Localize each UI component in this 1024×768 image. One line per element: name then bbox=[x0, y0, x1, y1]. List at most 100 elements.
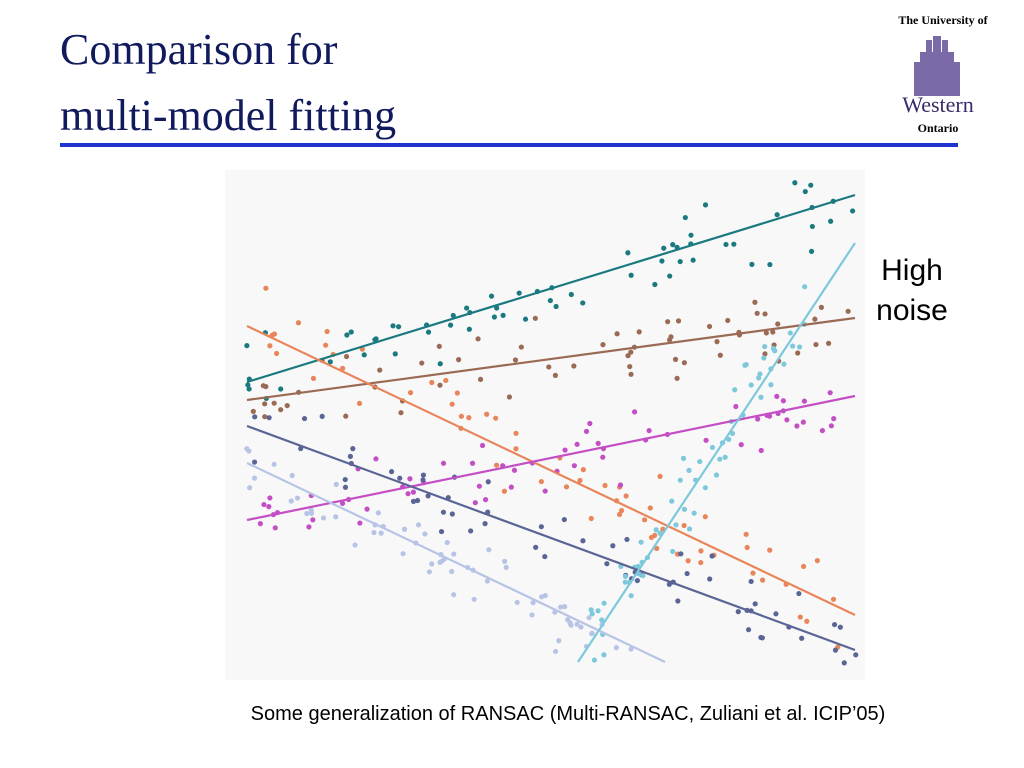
data-point bbox=[814, 558, 820, 564]
plot-area bbox=[225, 170, 865, 680]
data-point bbox=[628, 349, 634, 355]
fit-line bbox=[246, 462, 666, 663]
data-point bbox=[752, 601, 758, 607]
data-point bbox=[653, 527, 659, 533]
data-point bbox=[794, 423, 800, 429]
data-point bbox=[623, 493, 629, 499]
data-point bbox=[271, 400, 277, 406]
data-point bbox=[425, 329, 432, 335]
data-point bbox=[501, 488, 507, 494]
data-point bbox=[641, 517, 648, 523]
data-point bbox=[538, 524, 544, 530]
data-point bbox=[574, 441, 580, 447]
data-point bbox=[407, 476, 413, 482]
data-point bbox=[443, 377, 449, 384]
data-point bbox=[770, 329, 776, 335]
data-point bbox=[426, 569, 433, 575]
data-point bbox=[456, 357, 462, 363]
data-point bbox=[529, 612, 535, 618]
data-point bbox=[799, 635, 805, 641]
data-point bbox=[357, 520, 363, 526]
data-point bbox=[628, 371, 634, 377]
data-point bbox=[678, 551, 684, 557]
data-point bbox=[513, 446, 519, 452]
data-point bbox=[450, 312, 456, 319]
data-point bbox=[557, 604, 564, 610]
data-point bbox=[257, 521, 263, 527]
data-point bbox=[419, 360, 425, 366]
data-point bbox=[278, 386, 284, 392]
data-point bbox=[310, 517, 316, 523]
data-point bbox=[652, 532, 658, 539]
data-point bbox=[294, 495, 301, 501]
data-point bbox=[707, 576, 713, 582]
data-point bbox=[454, 390, 460, 396]
data-point bbox=[717, 352, 723, 358]
data-point bbox=[542, 553, 548, 560]
data-point bbox=[304, 510, 310, 517]
data-point bbox=[732, 387, 738, 393]
title-rule bbox=[60, 143, 958, 147]
data-point bbox=[244, 446, 250, 452]
data-point bbox=[745, 627, 752, 633]
data-point bbox=[482, 497, 489, 503]
data-point bbox=[752, 299, 758, 305]
data-point bbox=[691, 510, 697, 516]
data-point bbox=[466, 326, 472, 332]
data-point bbox=[262, 401, 268, 407]
data-point bbox=[458, 413, 465, 419]
annotation-line: noise bbox=[876, 294, 948, 327]
data-point bbox=[333, 481, 339, 487]
data-point bbox=[743, 531, 749, 537]
data-point bbox=[323, 342, 329, 348]
data-point bbox=[675, 318, 682, 324]
data-point bbox=[709, 444, 716, 451]
data-point bbox=[552, 648, 559, 655]
data-point bbox=[670, 242, 676, 248]
data-point bbox=[588, 607, 594, 613]
data-point bbox=[674, 375, 680, 381]
data-point bbox=[758, 447, 764, 454]
data-point bbox=[759, 635, 765, 641]
data-point bbox=[273, 350, 280, 357]
data-point bbox=[410, 498, 417, 504]
data-point bbox=[327, 359, 333, 365]
data-point bbox=[763, 330, 769, 336]
data-point bbox=[284, 402, 290, 409]
data-point bbox=[488, 293, 495, 299]
data-point bbox=[571, 463, 577, 469]
data-point bbox=[634, 577, 640, 584]
data-point bbox=[698, 548, 704, 554]
data-point bbox=[787, 330, 793, 336]
data-point bbox=[252, 414, 258, 420]
data-point bbox=[500, 312, 506, 318]
data-point bbox=[508, 484, 514, 490]
data-point bbox=[472, 500, 478, 506]
data-point bbox=[342, 484, 349, 490]
data-point bbox=[464, 305, 470, 311]
data-point bbox=[414, 497, 421, 504]
data-point bbox=[761, 355, 767, 361]
data-point bbox=[618, 507, 625, 514]
data-point bbox=[703, 437, 709, 443]
data-point bbox=[539, 594, 545, 600]
data-point bbox=[447, 322, 454, 328]
data-point bbox=[723, 241, 729, 248]
data-point bbox=[267, 343, 273, 349]
data-point bbox=[244, 343, 250, 349]
data-point bbox=[589, 611, 595, 617]
data-point bbox=[501, 558, 508, 565]
data-point bbox=[702, 202, 709, 208]
data-point bbox=[493, 415, 499, 421]
logo-name: Western bbox=[902, 92, 974, 117]
data-point bbox=[343, 413, 349, 419]
data-point bbox=[306, 524, 312, 530]
data-point bbox=[449, 401, 455, 407]
data-point bbox=[600, 454, 606, 460]
data-point bbox=[682, 214, 688, 221]
data-point bbox=[511, 467, 518, 473]
data-point bbox=[267, 495, 273, 501]
data-point bbox=[767, 547, 773, 553]
data-point bbox=[333, 514, 339, 520]
data-point bbox=[578, 624, 584, 630]
